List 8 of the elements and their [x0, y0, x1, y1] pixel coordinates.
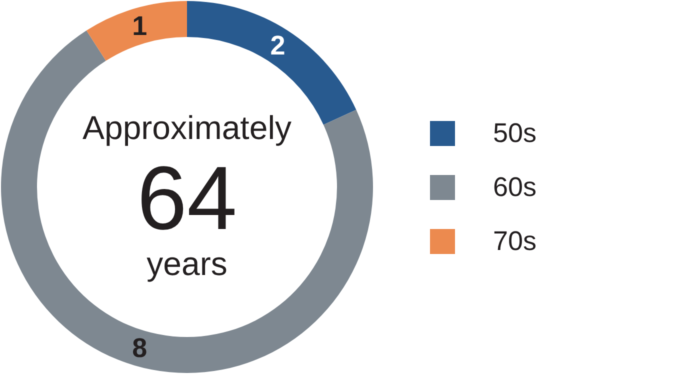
- data-label: 2: [270, 30, 286, 61]
- legend-label: 50s: [493, 118, 537, 148]
- data-label: 8: [132, 333, 148, 364]
- text: Approximately: [82, 109, 292, 146]
- data-label: 1: [132, 10, 148, 41]
- legend-label: 70s: [493, 226, 537, 256]
- donut-slice: [86, 1, 187, 61]
- legend-label: 60s: [493, 172, 537, 202]
